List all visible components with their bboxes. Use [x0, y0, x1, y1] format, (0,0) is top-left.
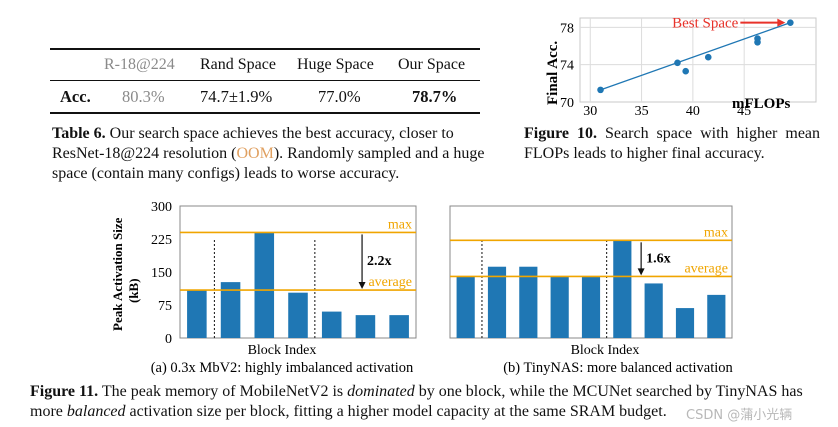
figure11-caption-em2: balanced: [66, 403, 126, 420]
fig11-bar: [254, 232, 275, 338]
table-mid-rule: [50, 80, 480, 81]
fig11-ytick-label: 300: [151, 200, 172, 215]
figure11-chart: Peak Activation Size (kB) 0 75 150 225 300 ma…: [110, 200, 734, 376]
fig11-bar: [321, 311, 342, 338]
fig11-ytick-label: 225: [151, 233, 172, 248]
fig11-ytick-label: 0: [165, 332, 172, 347]
fig10-point: [674, 59, 681, 67]
fig11-average-label: average: [368, 275, 412, 290]
fig11-ytick-label: 150: [151, 266, 172, 281]
fig10-xtick-label: 35: [635, 104, 649, 115]
fig11-average-label: average: [684, 261, 728, 276]
table-cell-huge: 77.0%: [318, 87, 361, 106]
table-cell-rand: 74.7±1.9%: [200, 87, 273, 106]
fig10-grid: 30 35 40 45 70 74 78: [560, 17, 817, 115]
figure11-caption-post: activation size per block, fitting a hig…: [125, 403, 667, 420]
fig11-ratio-label: 1.6x: [646, 251, 671, 266]
table-header-rand: Rand Space: [200, 56, 276, 73]
table6-caption-label: Table 6.: [52, 125, 106, 142]
fig11-bar: [519, 266, 538, 338]
fig10-ytick-label: 78: [560, 21, 574, 36]
fig11-panel-a: 0 75 150 225 300 max average 2.2x: [151, 200, 417, 347]
fig11-ytick-label: 75: [158, 299, 172, 314]
fig11-ylabel-line2: (kB): [126, 278, 141, 303]
fig11-max-label: max: [388, 217, 412, 232]
table-top-rule: [50, 48, 480, 50]
fig11-bar: [187, 289, 207, 338]
fig10-point: [597, 86, 604, 94]
fig11-bar: [487, 266, 507, 338]
fig11-ratio-arrowhead: [358, 282, 366, 290]
fig11-ratio-label: 2.2x: [367, 254, 392, 269]
figure11-caption: Figure 11. The peak memory of MobileNetV…: [30, 382, 830, 422]
table-cell-ours: 78.7%: [412, 87, 458, 106]
fig10-point: [754, 35, 761, 42]
fig11a-xlabel: Block Index: [248, 343, 317, 358]
fig11-bar: [707, 294, 726, 338]
fig11-bar: [456, 276, 475, 338]
fig11-panel-b: max average 1.6x: [449, 205, 733, 339]
table6-caption: Table 6. Our search space achieves the b…: [52, 124, 504, 184]
figure10-caption-label: Figure 10.: [524, 125, 598, 142]
figure11-caption-label: Figure 11.: [30, 383, 99, 400]
fig11a-subtitle: (a) 0.3x MbV2: highly imbalanced activat…: [151, 360, 414, 376]
table6-caption-post: ). Randomly sampled and a huge space (co…: [52, 145, 485, 182]
fig10-xlabel: mFLOPs: [732, 96, 790, 112]
table-cell-r18: 80.3%: [122, 87, 165, 106]
table6-caption-pre: Our search space achieves the best accur…: [52, 125, 454, 162]
fig11-bar: [675, 308, 695, 338]
fig11-bar: [355, 315, 376, 338]
fig11-bar: [550, 276, 569, 338]
fig10-ytick-label: 70: [560, 96, 574, 111]
fig11-ylabel-line1: Peak Activation Size: [110, 217, 125, 331]
figure11-caption-pre: The peak memory of MobileNetV2 is: [101, 383, 348, 400]
fig11-bar: [581, 276, 601, 338]
fig10-point: [704, 53, 712, 61]
fig11b-subtitle: (b) TinyNAS: more balanced activation: [503, 360, 733, 376]
fig10-point: [787, 19, 794, 26]
fig10-plot-frame: [579, 17, 817, 103]
fig11-bar: [644, 283, 663, 338]
fig11-ratio-arrowhead: [637, 268, 645, 276]
watermark: CSDN @蒲小光辆: [686, 408, 793, 423]
fig11-max-label: max: [704, 225, 728, 240]
fig11-bar: [389, 315, 409, 338]
table-header-huge: Huge Space: [297, 56, 374, 73]
fig10-ytick-label: 74: [560, 59, 574, 74]
table-header-r18: R-18@224: [104, 56, 175, 73]
fig10-trendline: [600, 22, 791, 91]
table-bottom-rule: [50, 112, 480, 114]
figure10-chart: Final Acc. 30 35 40 45 70 74 78 Best Space mFL…: [545, 16, 817, 115]
figure10-caption: Figure 10. Search space with higher mean…: [524, 124, 820, 164]
fig11b-xlabel: Block Index: [571, 343, 640, 358]
fig10-annotation-arrowhead: [777, 18, 786, 27]
figure11-caption-em1: dominated: [347, 383, 415, 400]
fig10-marks: Best Space: [597, 16, 794, 94]
fig11-bar: [613, 240, 632, 338]
figure10-caption-text: Search space with higher mean FLOPs lead…: [524, 125, 821, 162]
fig11-bar: [288, 292, 308, 338]
fig10-point: [682, 67, 689, 75]
fig10-xtick-label: 45: [737, 104, 751, 115]
table-header-ours: Our Space: [398, 56, 466, 73]
figure11-caption-mid: by one block, while the MCUNet searched …: [30, 383, 803, 420]
fig10-ylabel: Final Acc.: [545, 41, 561, 105]
fig10-xtick-label: 40: [686, 104, 700, 115]
table6-caption-oom: OOM: [236, 145, 274, 162]
fig10-xtick-label: 30: [583, 104, 597, 115]
fig11-bar: [220, 282, 241, 338]
table-row-label: Acc.: [60, 87, 91, 106]
fig10-annotation: Best Space: [672, 16, 739, 32]
